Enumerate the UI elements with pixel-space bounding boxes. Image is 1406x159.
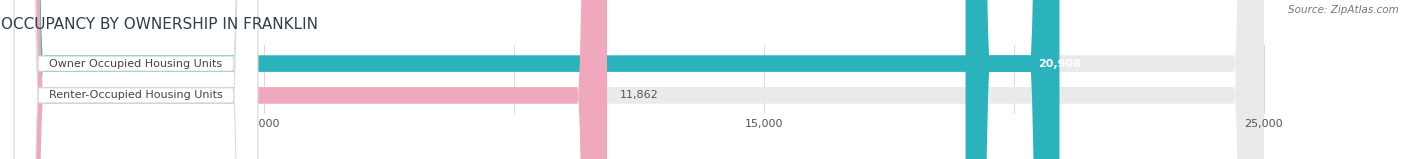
Text: 11,862: 11,862 [620, 90, 658, 100]
FancyBboxPatch shape [14, 0, 257, 159]
FancyBboxPatch shape [14, 0, 607, 159]
Text: Renter-Occupied Housing Units: Renter-Occupied Housing Units [49, 90, 222, 100]
FancyBboxPatch shape [14, 0, 1059, 159]
Text: Owner Occupied Housing Units: Owner Occupied Housing Units [49, 59, 222, 69]
FancyBboxPatch shape [14, 0, 257, 159]
Text: OCCUPANCY BY OWNERSHIP IN FRANKLIN: OCCUPANCY BY OWNERSHIP IN FRANKLIN [0, 17, 318, 32]
FancyBboxPatch shape [966, 0, 1059, 159]
FancyBboxPatch shape [14, 0, 1264, 159]
Text: Source: ZipAtlas.com: Source: ZipAtlas.com [1288, 5, 1399, 15]
FancyBboxPatch shape [14, 0, 1264, 159]
Text: 20,908: 20,908 [1038, 59, 1081, 69]
